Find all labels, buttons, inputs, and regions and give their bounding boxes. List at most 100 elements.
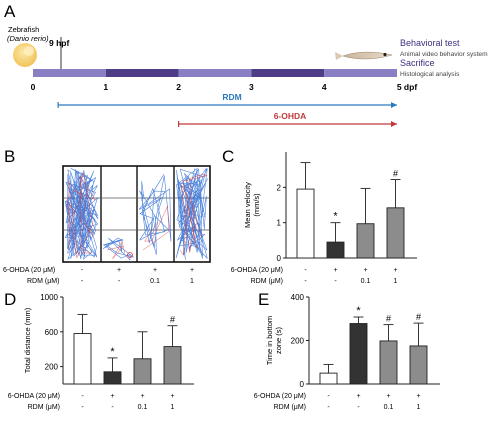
bar <box>356 223 375 259</box>
y-axis-label: Mean velocity <box>243 182 252 228</box>
hpf-label: 9 hpf <box>49 38 69 48</box>
rdm-mark: 1 <box>394 278 398 285</box>
significance-mark: # <box>386 314 391 324</box>
panel-b-treatment-labels: 6-OHDA (20 μM) RDM (μM) - - + - +0.1 +1 <box>3 267 194 285</box>
rdm-mark: - <box>118 278 121 285</box>
panel-letter-d: D <box>4 290 16 309</box>
total-distance-chart: 200 600 1000 Total distance (mm) - - * + - +0.1 # +… <box>8 293 194 411</box>
ohda-row-label: 6-OHDA (20 μM) <box>254 393 306 400</box>
rdm-mark: - <box>334 278 337 285</box>
ohda-mark: + <box>356 393 360 400</box>
rdm-mark: 0.1 <box>138 404 148 411</box>
y-tick-label: 0 <box>300 380 305 389</box>
bar <box>296 188 315 259</box>
rdm-mark: - <box>81 404 84 411</box>
ohda-mark: + <box>333 267 337 274</box>
swim-track-secondary <box>142 205 170 251</box>
bar <box>319 372 338 385</box>
ohda-row-label: 6-OHDA (20 μM) <box>3 267 55 274</box>
y-tick-label: 200 <box>45 363 59 372</box>
behavioral-test-label: Behavioral test <box>400 38 460 48</box>
ohda-mark: + <box>416 393 420 400</box>
y-tick-label: 2 <box>277 183 282 192</box>
timeline-day-segment <box>251 69 325 77</box>
day-tick-label: 3 <box>249 82 254 92</box>
rdm-row-label: RDM (μM) <box>274 404 306 411</box>
ohda-mark: - <box>304 267 307 274</box>
rdm-mark: 0.1 <box>150 278 160 285</box>
ohda-mark: + <box>170 393 174 400</box>
bar <box>349 323 368 385</box>
bar <box>73 333 92 385</box>
significance-mark: # <box>393 169 398 179</box>
day-tick-label: 5 dpf <box>397 82 417 92</box>
day-tick-label: 0 <box>31 82 36 92</box>
significance-mark: * <box>356 305 361 317</box>
rdm-row-label: RDM (μM) <box>28 404 60 411</box>
panel-letter-c: C <box>222 147 234 166</box>
ohda-mark: + <box>140 393 144 400</box>
bar <box>379 340 398 385</box>
day-tick-label: 1 <box>103 82 108 92</box>
ohda-mark: + <box>386 393 390 400</box>
bar <box>133 358 152 385</box>
behavior-system-label: Animal video behavior system <box>400 51 488 58</box>
swim-track <box>102 237 134 261</box>
day-tick-label: 2 <box>176 82 181 92</box>
bottom-zone-time-chart: 0 200 400 Time in bottom zone (s) - - * + - # +0.1 #… <box>254 293 440 411</box>
y-axis-label: Total distance (mm) <box>23 307 32 373</box>
ohda-mark: - <box>81 393 84 400</box>
y-axis-label: zone (s) <box>274 326 283 354</box>
rdm-mark: - <box>357 404 360 411</box>
ohda-treatment-arrow <box>178 121 397 127</box>
zebrafish-larva-icon <box>335 51 393 60</box>
swim-track <box>175 168 208 260</box>
significance-mark: # <box>416 312 421 322</box>
y-tick-label: 1 <box>277 219 282 228</box>
rdm-mark: - <box>327 404 330 411</box>
rdm-mark: 0.1 <box>361 278 371 285</box>
significance-mark: * <box>333 211 338 223</box>
panel-letter-e: E <box>258 290 269 309</box>
rdm-mark: 1 <box>417 404 421 411</box>
histology-label: Histological analysis <box>400 71 460 78</box>
y-tick-label: 0 <box>277 254 282 263</box>
ohda-mark: - <box>81 267 84 274</box>
rdm-treatment-label: RDM <box>222 92 241 102</box>
rdm-row-label: RDM (μM) <box>27 278 59 285</box>
ohda-row-label: 6-OHDA (20 μM) <box>231 267 283 274</box>
swim-track <box>138 173 172 255</box>
day-tick-labels: 0 1 2 3 4 5 dpf <box>31 82 418 92</box>
rdm-mark: 1 <box>190 278 194 285</box>
bar <box>163 346 182 385</box>
timeline-day-segment <box>324 69 397 77</box>
significance-mark: * <box>110 346 115 358</box>
development-timeline-bar <box>33 69 397 77</box>
bar <box>386 207 405 259</box>
rdm-row-label: RDM (μM) <box>251 278 283 285</box>
day-tick-label: 4 <box>322 82 327 92</box>
bar <box>409 345 428 385</box>
zebrafish-label: Zebrafish <box>8 25 39 34</box>
ohda-treatment-label: 6-OHDA <box>274 111 307 121</box>
rdm-mark: 1 <box>171 404 175 411</box>
y-axis-label: Time in bottom <box>265 316 274 365</box>
ohda-row-label: 6-OHDA (20 μM) <box>8 393 60 400</box>
rdm-mark: - <box>304 278 307 285</box>
y-tick-label: 400 <box>291 293 305 302</box>
rdm-mark: 0.1 <box>384 404 394 411</box>
swim-track-secondary <box>106 240 126 260</box>
ohda-mark: + <box>363 267 367 274</box>
panel-letter-a: A <box>4 2 16 21</box>
y-tick-label: 200 <box>291 337 305 346</box>
ohda-mark: + <box>110 393 114 400</box>
timeline-day-segment <box>33 69 106 77</box>
panel-letter-b: B <box>4 147 15 166</box>
rdm-mark: - <box>111 404 114 411</box>
ohda-mark: - <box>327 393 330 400</box>
y-tick-label: 1000 <box>40 293 58 302</box>
ohda-mark: + <box>190 267 194 274</box>
significance-mark: # <box>170 315 175 325</box>
swim-trajectory-panels <box>62 165 211 263</box>
zebrafish-egg-icon <box>13 43 37 67</box>
